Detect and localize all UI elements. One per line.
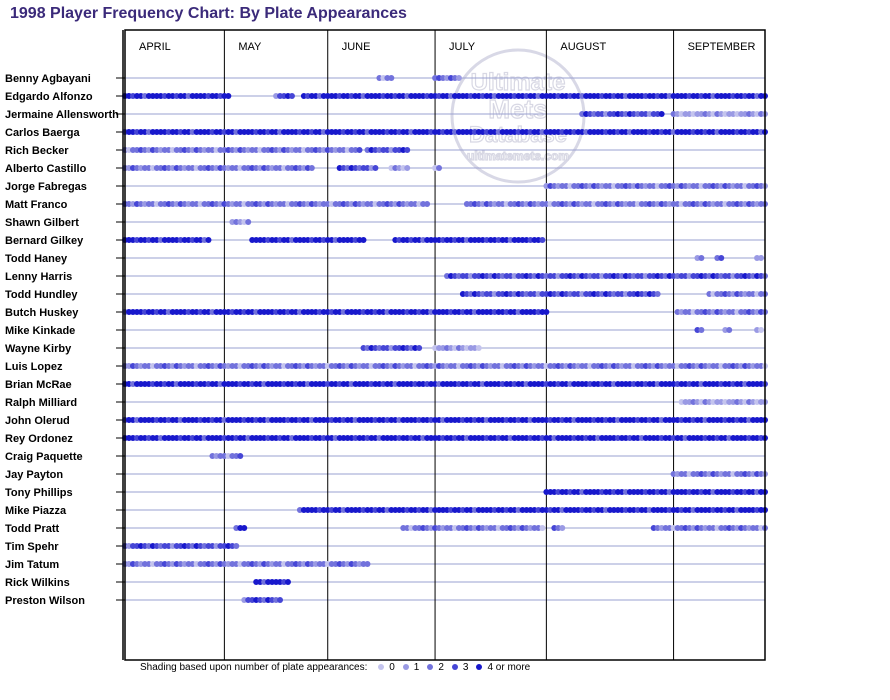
pa-dot xyxy=(475,345,482,351)
pa-dot xyxy=(658,111,665,117)
pa-dot xyxy=(372,165,379,171)
player-name: Matt Franco xyxy=(5,199,68,211)
pa-dot xyxy=(539,525,546,531)
month-label: JUNE xyxy=(342,41,371,53)
legend-swatch xyxy=(451,664,458,671)
player-name: Rey Ordonez xyxy=(5,433,73,445)
player-name: Preston Wilson xyxy=(5,595,85,607)
player-name: Jay Payton xyxy=(5,469,63,481)
player-name: Edgardo Alfonzo xyxy=(5,91,93,103)
legend-item: 4 or more xyxy=(476,662,530,673)
player-name: Luis Lopez xyxy=(5,361,63,373)
legend-swatch xyxy=(378,664,385,671)
watermark-text: ultimatemets.com xyxy=(467,149,569,163)
player-name: Lenny Harris xyxy=(5,271,72,283)
pa-dot xyxy=(225,93,232,99)
pa-dot xyxy=(543,309,550,315)
legend-item: 0 xyxy=(378,662,395,673)
player-name: Butch Huskey xyxy=(5,307,79,319)
player-name: Mike Kinkade xyxy=(5,325,75,337)
legend-level-label: 1 xyxy=(413,662,420,673)
pa-dot xyxy=(559,525,566,531)
pa-dot xyxy=(404,165,411,171)
pa-dot xyxy=(288,93,295,99)
player-labels: Benny Agbayani Edgardo Alfonzo Jermaine Al… xyxy=(5,73,119,607)
legend-item: 3 xyxy=(451,662,469,673)
pa-dot xyxy=(698,255,705,261)
watermark-logo: UltimateMetsDatabaseultimatemets.com xyxy=(450,48,586,184)
player-name: Jorge Fabregas xyxy=(5,181,87,193)
pa-dot xyxy=(654,291,661,297)
pa-dot xyxy=(416,345,423,351)
player-name: Todd Hundley xyxy=(5,289,78,301)
month-label: SEPTEMBER xyxy=(688,41,756,53)
legend: Shading based upon number of plate appea… xyxy=(140,662,530,673)
pa-dot xyxy=(308,165,315,171)
pa-dot xyxy=(237,453,244,459)
legend-swatch xyxy=(476,664,483,671)
pa-dot xyxy=(277,597,284,603)
legend-swatch xyxy=(402,664,409,671)
pa-dot xyxy=(356,147,363,153)
month-label: JULY xyxy=(449,41,476,53)
month-label: AUGUST xyxy=(560,41,606,53)
pa-dot xyxy=(241,525,248,531)
pa-dot xyxy=(726,327,733,333)
player-name: Jermaine Allensworth xyxy=(5,109,119,121)
pa-dot xyxy=(404,147,411,153)
pa-dot xyxy=(758,327,765,333)
player-name: Rick Wilkins xyxy=(5,577,70,589)
player-name: Todd Haney xyxy=(5,253,68,265)
pa-dot xyxy=(284,579,291,585)
legend-label: Shading based upon number of plate appea… xyxy=(140,662,368,673)
legend-level-label: 3 xyxy=(462,662,469,673)
pa-dot xyxy=(424,201,431,207)
player-name: Shawn Gilbert xyxy=(5,217,79,229)
player-name: Wayne Kirby xyxy=(5,343,72,355)
player-name: Todd Pratt xyxy=(5,523,60,535)
legend-items: 0 1 2 3 4 or more xyxy=(370,662,530,673)
player-name: Carlos Baerga xyxy=(5,127,80,139)
pa-dot xyxy=(388,75,395,81)
player-name: Alberto Castillo xyxy=(5,163,87,175)
pa-dot xyxy=(205,237,212,243)
legend-item: 2 xyxy=(427,662,444,673)
pa-dot xyxy=(455,75,462,81)
pa-dot xyxy=(364,561,371,567)
legend-level-label: 2 xyxy=(438,662,444,673)
legend-item: 1 xyxy=(402,662,420,673)
player-name: Mike Piazza xyxy=(5,505,67,517)
player-name: Rich Becker xyxy=(5,145,69,157)
pa-dot xyxy=(245,219,252,225)
plot-border xyxy=(124,29,766,661)
player-name: Craig Paquette xyxy=(5,451,83,463)
player-name: Jim Tatum xyxy=(5,559,59,571)
month-label: MAY xyxy=(238,41,262,53)
player-name: Tony Phillips xyxy=(5,487,73,499)
pa-dot xyxy=(718,255,725,261)
pa-dot xyxy=(436,165,443,171)
watermark-text: Ultimate xyxy=(471,69,566,96)
chart-title: 1998 Player Frequency Chart: By Plate Ap… xyxy=(10,5,407,22)
pa-dot xyxy=(539,237,546,243)
player-name: Ralph Milliard xyxy=(5,397,77,409)
month-label: APRIL xyxy=(139,41,171,53)
legend-swatch xyxy=(427,664,434,671)
legend-level-label: 0 xyxy=(389,662,395,673)
plate-appearance-dots xyxy=(122,75,768,603)
pa-dot xyxy=(360,237,367,243)
pa-dot xyxy=(758,255,765,261)
chart-frame xyxy=(122,29,766,661)
player-name: Brian McRae xyxy=(5,379,72,391)
legend-level-label: 4 or more xyxy=(487,662,531,673)
player-name: Tim Spehr xyxy=(5,541,59,553)
player-name: Benny Agbayani xyxy=(5,73,91,85)
pa-dot xyxy=(698,327,705,333)
player-name: John Olerud xyxy=(5,415,70,427)
player-name: Bernard Gilkey xyxy=(5,235,84,247)
pa-dot xyxy=(233,543,240,549)
